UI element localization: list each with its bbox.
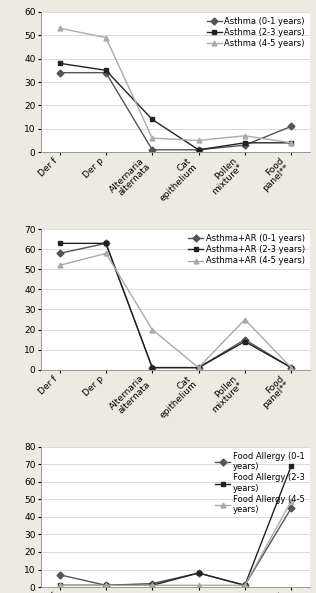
Asthma (4-5 years) [243,132,247,139]
Asthma+AR (4-5 years) [289,364,293,371]
Line: Asthma (4-5 years): Asthma (4-5 years) [57,26,294,145]
Asthma+AR (2-3 years) [197,364,200,371]
Asthma (0-1 years) [243,142,247,149]
Line: Asthma+AR (4-5 years): Asthma+AR (4-5 years) [57,251,294,370]
Food Allergy (2-3
years) [150,582,154,589]
Food Allergy (4-5
years) [197,582,200,589]
Asthma (0-1 years) [104,69,108,76]
Asthma+AR (4-5 years) [197,364,200,371]
Asthma+AR (2-3 years) [150,364,154,371]
Asthma (0-1 years) [197,146,200,154]
Asthma (4-5 years) [197,137,200,144]
Food Allergy (2-3
years) [197,569,200,576]
Line: Asthma+AR (0-1 years): Asthma+AR (0-1 years) [57,241,294,370]
Asthma+AR (4-5 years) [150,326,154,333]
Asthma+AR (2-3 years) [58,240,62,247]
Asthma (2-3 years) [58,60,62,67]
Asthma (2-3 years) [197,146,200,154]
Asthma (2-3 years) [289,139,293,146]
Food Allergy (4-5
years) [104,582,108,589]
Line: Asthma (2-3 years): Asthma (2-3 years) [57,61,294,152]
Asthma+AR (0-1 years) [104,240,108,247]
Food Allergy (4-5
years) [289,498,293,505]
Asthma+AR (0-1 years) [150,364,154,371]
Asthma+AR (0-1 years) [289,364,293,371]
Asthma (4-5 years) [104,34,108,41]
Food Allergy (0-1
years) [197,569,200,576]
Asthma (4-5 years) [150,135,154,142]
Asthma (0-1 years) [58,69,62,76]
Line: Food Allergy (4-5
years): Food Allergy (4-5 years) [57,499,294,588]
Food Allergy (0-1
years) [243,582,247,589]
Asthma (4-5 years) [289,139,293,146]
Asthma (4-5 years) [58,25,62,32]
Legend: Asthma+AR (0-1 years), Asthma+AR (2-3 years), Asthma+AR (4-5 years): Asthma+AR (0-1 years), Asthma+AR (2-3 ye… [187,234,306,266]
Asthma+AR (2-3 years) [289,364,293,371]
Asthma+AR (2-3 years) [104,240,108,247]
Food Allergy (4-5
years) [150,582,154,589]
Food Allergy (2-3
years) [104,582,108,589]
Legend: Asthma (0-1 years), Asthma (2-3 years), Asthma (4-5 years): Asthma (0-1 years), Asthma (2-3 years), … [206,16,306,49]
Food Allergy (4-5
years) [243,582,247,589]
Asthma (2-3 years) [243,139,247,146]
Asthma+AR (4-5 years) [243,316,247,323]
Line: Asthma+AR (2-3 years): Asthma+AR (2-3 years) [57,241,294,370]
Food Allergy (0-1
years) [58,571,62,578]
Food Allergy (0-1
years) [104,582,108,589]
Asthma (0-1 years) [289,123,293,130]
Food Allergy (2-3
years) [243,582,247,589]
Food Allergy (2-3
years) [58,582,62,589]
Food Allergy (0-1
years) [150,580,154,587]
Asthma+AR (0-1 years) [197,364,200,371]
Legend: Food Allergy (0-1
years), Food Allergy (2-3
years), Food Allergy (4-5
years): Food Allergy (0-1 years), Food Allergy (… [215,451,306,515]
Asthma (2-3 years) [104,67,108,74]
Asthma+AR (2-3 years) [243,338,247,345]
Line: Food Allergy (2-3
years): Food Allergy (2-3 years) [57,464,294,588]
Food Allergy (4-5
years) [58,582,62,589]
Asthma+AR (4-5 years) [104,250,108,257]
Food Allergy (0-1
years) [289,505,293,512]
Asthma (2-3 years) [150,116,154,123]
Asthma+AR (0-1 years) [243,336,247,343]
Line: Food Allergy (0-1
years): Food Allergy (0-1 years) [57,506,294,588]
Asthma+AR (4-5 years) [58,262,62,269]
Asthma+AR (0-1 years) [58,250,62,257]
Line: Asthma (0-1 years): Asthma (0-1 years) [57,70,294,152]
Asthma (0-1 years) [150,146,154,154]
Food Allergy (2-3
years) [289,463,293,470]
